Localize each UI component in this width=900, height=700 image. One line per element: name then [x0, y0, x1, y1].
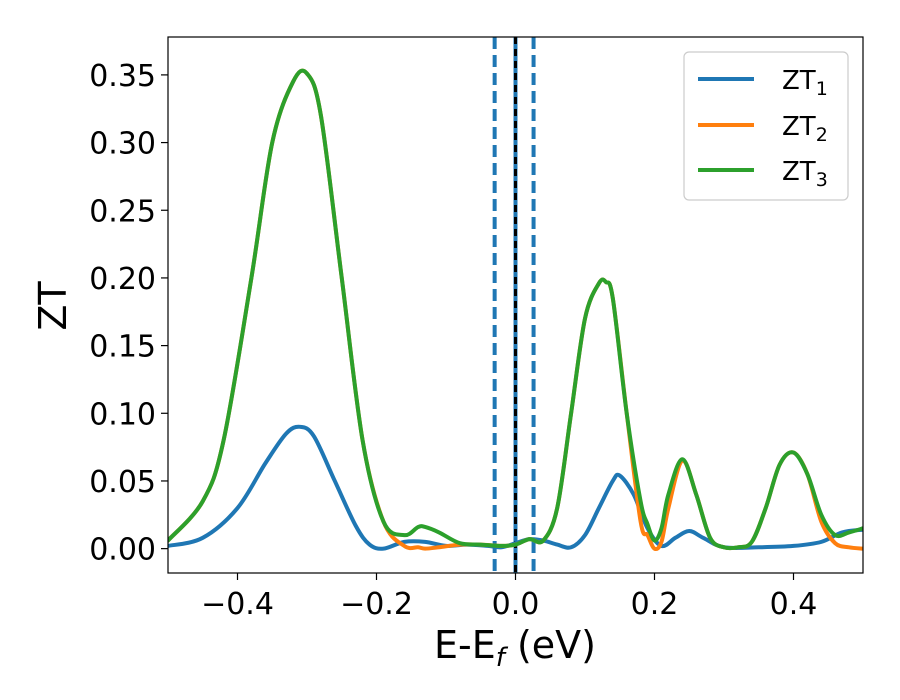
legend-entry-zt3: ZT3: [698, 157, 828, 191]
legend: ZT1 ZT2 ZT3: [683, 51, 849, 201]
legend-entry-zt1: ZT1: [698, 66, 828, 100]
x-tick-label: −0.4: [201, 587, 274, 622]
legend-label-zt1-sub: 1: [816, 78, 828, 100]
y-tick-label: 0.30: [89, 127, 156, 162]
x-axis: −0.4 −0.2 0.0 0.2 0.4: [201, 573, 817, 622]
x-tick-label: −0.2: [340, 587, 413, 622]
fermi-level-lines: [492, 37, 536, 573]
y-tick-label: 0.00: [89, 533, 156, 568]
x-axis-title-main: E-E: [434, 623, 496, 667]
x-tick-label: 0.2: [631, 587, 679, 622]
y-axis: 0.00 0.05 0.10 0.15 0.20 0.25 0.30 0.35: [89, 59, 168, 568]
legend-label-zt2-main: ZT: [782, 112, 816, 142]
legend-label-zt1: ZT1: [782, 66, 828, 100]
legend-box: [683, 51, 849, 201]
y-tick-label: 0.25: [89, 194, 156, 229]
legend-label-zt1-main: ZT: [782, 66, 816, 96]
x-tick-label: 0.0: [492, 587, 540, 622]
legend-label-zt3: ZT3: [782, 157, 828, 191]
x-tick-label: 0.4: [770, 587, 818, 622]
legend-label-zt2: ZT2: [782, 112, 828, 146]
series-lines: [168, 68, 863, 552]
y-tick-label: 0.35: [89, 59, 156, 94]
y-tick-label: 0.10: [89, 397, 156, 432]
series-line-zt3: [168, 68, 863, 551]
x-axis-title: E-Ef (eV): [434, 623, 596, 673]
y-tick-label: 0.05: [89, 465, 156, 500]
y-tick-label: 0.15: [89, 330, 156, 365]
legend-label-zt3-main: ZT: [782, 157, 816, 187]
legend-entry-zt2: ZT2: [698, 112, 828, 146]
legend-label-zt3-sub: 3: [816, 169, 828, 191]
y-axis-title: ZT: [31, 281, 75, 331]
x-axis-title-unit: (eV): [505, 623, 596, 667]
y-tick-label: 0.20: [89, 262, 156, 297]
legend-label-zt2-sub: 2: [816, 124, 828, 146]
